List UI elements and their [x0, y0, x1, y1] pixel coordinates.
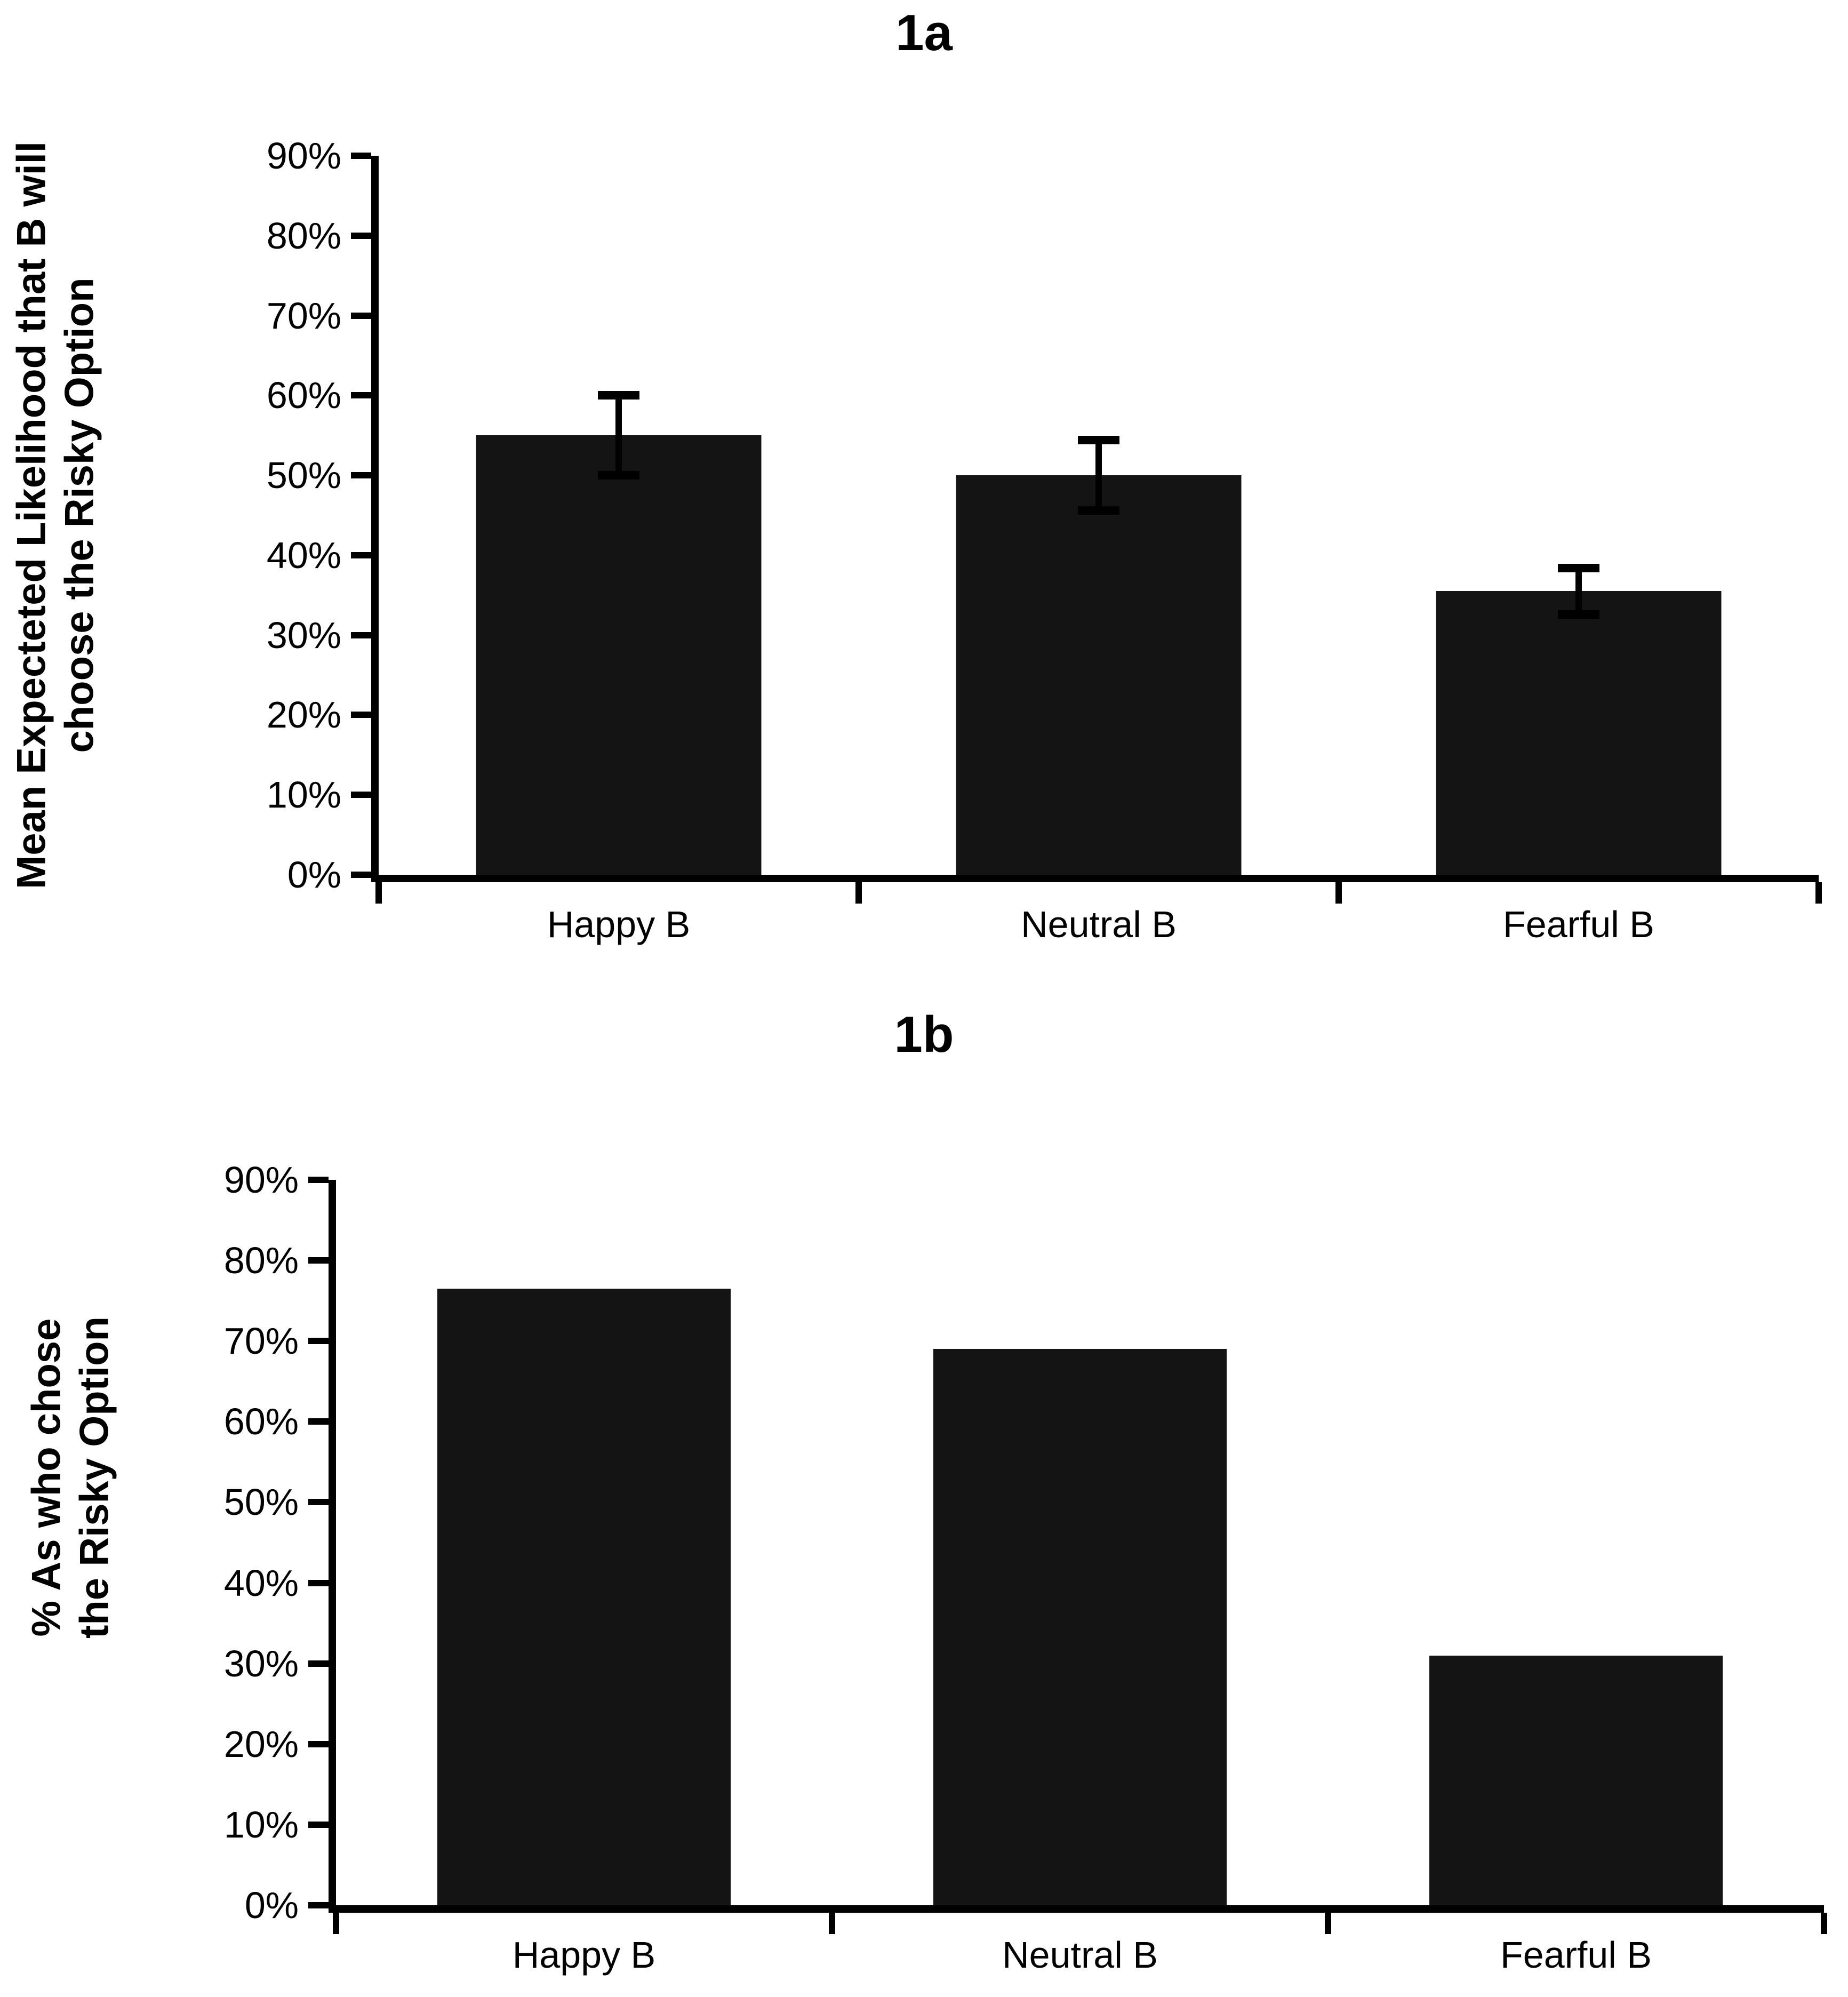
panel-1a-bar-happy-b [476, 435, 762, 875]
panel-1a-y-tick-label-30: 30% [266, 614, 341, 656]
panel-1b-bar-neutral-b [933, 1349, 1227, 1905]
panel-1a-error-cap-bottom-happy-b [598, 471, 639, 480]
panel-1a-error-cap-bottom-fearful-b [1558, 610, 1599, 619]
panel-1a-y-tick-90 [351, 153, 371, 159]
panel-1a-y-tick-label-50: 50% [266, 454, 341, 497]
panel-1a-y-tick-label-80: 80% [266, 214, 341, 257]
panel-1a-y-tick-70 [351, 312, 371, 319]
panel-1a-x-axis-labels: Happy B Neutral B Fearful B [379, 906, 1819, 954]
panel-1b-y-tick-label-30: 30% [223, 1642, 299, 1684]
panel-1b-x-label-happy-b: Happy B [512, 1934, 656, 1976]
panel-1a-error-cap-bottom-neutral-b [1078, 506, 1119, 515]
panel-1b-y-tick-label-90: 90% [223, 1159, 299, 1201]
panel-1a-error-cap-top-happy-b [598, 391, 639, 400]
panel-1b-y-tick-60 [308, 1418, 329, 1425]
panel-1a-y-tick-label-10: 10% [266, 774, 341, 816]
panel-1b-y-tick-10 [308, 1821, 329, 1828]
panel-1a-y-tick-label-40: 40% [266, 534, 341, 576]
panel-1a-y-tick-label-60: 60% [266, 374, 341, 417]
panel-1b-y-tick-label-60: 60% [223, 1401, 299, 1443]
panel-1b-plot-area: 90% 80% 70% 60% 50% 40% 30% 20% 10% 0% [224, 1161, 1827, 1934]
panel-1a-title: 1a [895, 4, 953, 61]
panel-1b-y-tick-label-80: 80% [223, 1240, 299, 1282]
panel-1a-error-bar-happy-b [615, 395, 622, 476]
panel-1a-plot-area: 90% 80% 70% 60% 50% 40% 30% 20% 10% 0% [267, 137, 1822, 904]
panel-1b-y-tick-30 [308, 1660, 329, 1667]
panel-1b-y-tick-80 [308, 1257, 329, 1264]
panel-1b-bar-fearful-b [1429, 1655, 1723, 1905]
panel-1a-y-tick-40 [351, 552, 371, 558]
panel-1b-y-tick-label-50: 50% [223, 1481, 299, 1523]
panel-1b-y-tick-label-40: 40% [223, 1562, 299, 1604]
panel-1a-x-label-happy-b: Happy B [547, 904, 691, 945]
panel-1b-x-label-neutral-b: Neutral B [1002, 1934, 1158, 1976]
panel-1b-y-tick-20 [308, 1740, 329, 1747]
panel-1a-y-axis-title: Mean Expecteted Likelihood that B will c… [7, 141, 103, 889]
panel-1b-y-axis-title-line2: the Risky Option [71, 1316, 117, 1639]
panel-1b-x-tick-1 [828, 1913, 835, 1934]
panel-1a-y-tick-50 [351, 472, 371, 479]
panel-1b-bar-happy-b [437, 1289, 731, 1905]
panel-1a-error-bar-neutral-b [1095, 440, 1102, 510]
panel-1a-y-tick-80 [351, 232, 371, 239]
panel-1b-y-tick-40 [308, 1579, 329, 1586]
panel-1b-y-tick-50 [308, 1499, 329, 1506]
panel-1b-y-tick-90 [308, 1177, 329, 1183]
panel-1a-y-tick-60 [351, 392, 371, 399]
panel-1a-y-tick-label-0: 0% [287, 854, 341, 896]
panel-1a-x-tick-1 [855, 882, 862, 904]
panel-1b-x-tick-3 [1821, 1913, 1827, 1934]
panel-1a-error-cap-top-fearful-b [1558, 563, 1599, 572]
panel-1b-x-tick-0 [333, 1913, 339, 1934]
panel-1b-x-tick-2 [1324, 1913, 1331, 1934]
panel-1a-error-bar-fearful-b [1575, 568, 1582, 614]
panel-1a-y-tick-30 [351, 632, 371, 638]
panel-1a-error-cap-top-neutral-b [1078, 436, 1119, 445]
panel-1b-title: 1b [894, 1006, 954, 1063]
panel-1a-y-tick-label-70: 70% [266, 294, 341, 337]
panel-1b-x-label-fearful-b: Fearful B [1500, 1934, 1652, 1976]
panel-1b-y-axis-title: % As who chose the Risky Option [22, 1316, 118, 1639]
panel-1a-y-axis-title-line1: Mean Expecteted Likelihood that B will [9, 141, 54, 889]
panel-1a-y-tick-label-20: 20% [266, 694, 341, 736]
panel-1a-y-tick-10 [351, 792, 371, 798]
panel-1a-y-tick-20 [351, 712, 371, 718]
panel-1a-bar-neutral-b [956, 475, 1242, 875]
panel-1a-x-tick-2 [1335, 882, 1342, 904]
panel-1a-x-label-fearful-b: Fearful B [1503, 904, 1654, 945]
panel-1b-y-tick-label-70: 70% [223, 1320, 299, 1362]
panel-1a-y-tick-0 [351, 872, 371, 878]
panel-1b-x-axis-labels: Happy B Neutral B Fearful B [336, 1936, 1824, 1984]
panel-1a-x-tick-0 [375, 882, 382, 904]
panel-1a-bar-fearful-b [1436, 591, 1722, 875]
panel-1b-y-axis-title-line1: % As who chose [23, 1318, 69, 1637]
panel-1a-x-label-neutral-b: Neutral B [1021, 904, 1177, 945]
panel-1b-y-tick-label-10: 10% [223, 1803, 299, 1846]
panel-1b-y-tick-label-0: 0% [244, 1884, 299, 1926]
panel-1a-y-tick-label-90: 90% [266, 135, 341, 177]
panel-1a-x-tick-3 [1815, 882, 1822, 904]
panel-1a-y-axis-title-line2: choose the Risky Option [57, 277, 102, 753]
panel-1b-y-tick-label-20: 20% [223, 1723, 299, 1765]
panel-1b-y-tick-70 [308, 1338, 329, 1345]
panel-1b-y-tick-0 [308, 1902, 329, 1908]
